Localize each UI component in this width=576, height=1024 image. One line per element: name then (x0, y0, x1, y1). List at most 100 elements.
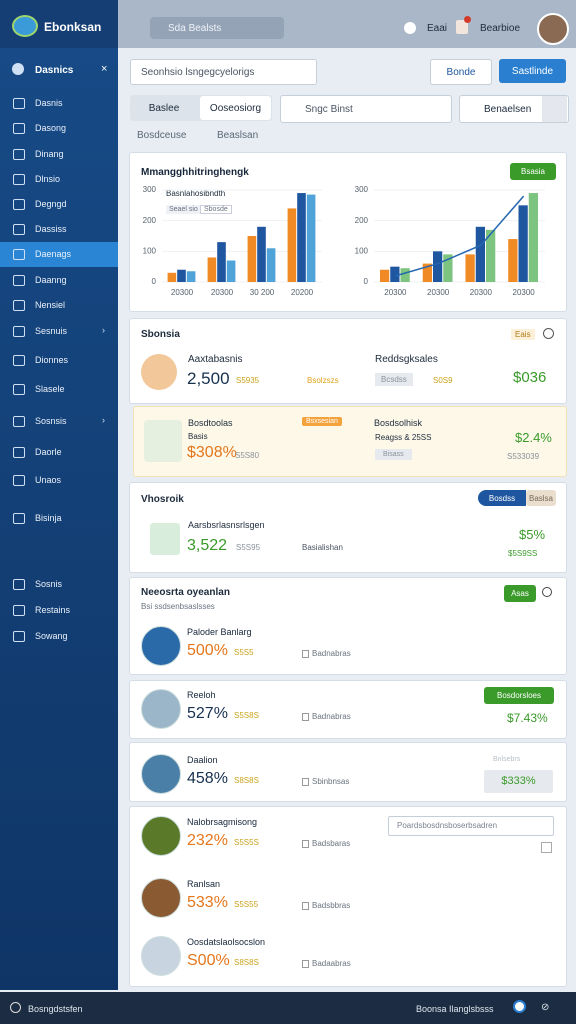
avatar[interactable] (537, 13, 569, 45)
bar (465, 254, 475, 282)
x-tick-label: 20300 (211, 288, 234, 297)
nav-item[interactable]: Sosnsis (35, 416, 67, 426)
nav-icon (13, 384, 25, 395)
segment[interactable]: Baslee (132, 97, 196, 119)
button[interactable]: Asas (504, 585, 536, 602)
person-value: 533% (187, 894, 228, 911)
nav-item[interactable]: Slasele (35, 384, 65, 394)
person-name: Nalobrsagmisong (187, 817, 258, 827)
checkbox[interactable] (541, 842, 552, 853)
y-tick-label: 100 (143, 246, 157, 255)
metric-label: Aaxtabasnis (188, 354, 243, 365)
button[interactable]: Sastlinde (499, 59, 566, 83)
nav-icon (13, 513, 25, 524)
segment[interactable]: Ooseosiorg (200, 96, 271, 120)
bar (207, 257, 217, 282)
chip: Seael sio (166, 205, 201, 214)
status: Eaai (427, 23, 448, 34)
bar (217, 242, 226, 282)
nav-icon (13, 355, 25, 366)
metric-sub: S533039 (507, 452, 540, 461)
badge-text: Bsasia (520, 167, 545, 176)
button-text: Asas (511, 589, 529, 598)
nav-icon (13, 326, 25, 337)
tag[interactable]: Baslsa (526, 490, 556, 506)
dropdown[interactable]: Seonhsio lsngegcyelorigs (130, 59, 317, 85)
user-name: Bearbioe (480, 23, 521, 34)
nav-item[interactable]: Nensiel (35, 300, 66, 310)
avatar (141, 754, 181, 794)
bar (518, 205, 528, 282)
filter-tag[interactable]: Bosdceuse (137, 130, 187, 141)
person-value: S00% (187, 952, 230, 969)
info-icon[interactable] (543, 328, 554, 339)
person-value: 527% (187, 705, 228, 722)
person-note: Badsbbras (312, 901, 351, 910)
nav-item[interactable]: Degngd (35, 199, 67, 209)
nav-item[interactable]: Dlnsio (35, 174, 61, 184)
dropdown[interactable]: Sngc Binst (280, 95, 452, 123)
nav-item[interactable]: Daanng (35, 275, 67, 285)
bar (297, 193, 306, 282)
person-value: 232% (187, 832, 228, 849)
nav-icon (13, 149, 25, 160)
footer-icon[interactable] (513, 1000, 526, 1013)
metric-value: $5% (519, 527, 546, 542)
button[interactable]: Bonde (430, 59, 492, 85)
metric-value: $308% (187, 444, 237, 461)
nav-item[interactable]: Daenags (35, 249, 72, 259)
person-name: Ranlsan (187, 879, 221, 889)
button[interactable]: Bosdorsloes (484, 687, 554, 704)
nav-item[interactable]: Sosnis (35, 579, 63, 589)
line (395, 195, 525, 277)
footer-icon[interactable]: ⊘ (541, 1002, 550, 1013)
avatar (141, 689, 181, 729)
tag-text: Baslsa (528, 493, 553, 503)
search-box[interactable] (150, 17, 284, 39)
badge[interactable]: Bsasia (510, 163, 556, 180)
nav-item[interactable]: Bisinja (35, 513, 62, 523)
tag-text: Bosdss (488, 493, 516, 503)
sidebar (0, 48, 118, 990)
nav-item[interactable]: Dasnis (35, 98, 63, 108)
checkbox-label[interactable]: Reagss & 25SS (375, 433, 432, 442)
search-icon[interactable] (542, 587, 552, 597)
footer-text: Boonsa Ilanglsbsss (416, 1004, 494, 1014)
bar (186, 271, 196, 282)
nav-item[interactable]: Sesnuis (35, 326, 68, 336)
person-note: Sbinbnsas (312, 777, 350, 786)
x-tick-label: 20300 (427, 288, 450, 297)
nav-icon (13, 416, 25, 427)
bar (177, 269, 186, 282)
person-note: Badnabras (312, 712, 351, 721)
close-icon[interactable]: × (101, 63, 108, 75)
metric-label: Reddsgksales (375, 354, 438, 365)
person-sub: S8S8S (234, 958, 259, 967)
avatar (141, 626, 181, 666)
bar (379, 269, 390, 282)
bar (167, 272, 177, 282)
nav-item[interactable]: Dinang (35, 149, 64, 159)
bar (226, 260, 236, 282)
bar (475, 226, 486, 282)
bar (287, 208, 297, 282)
nav-item[interactable]: Restains (35, 605, 71, 615)
amount: $333% (484, 770, 553, 793)
nav-item[interactable]: Daorle (35, 447, 62, 457)
filter-tag[interactable]: Beaslsan (217, 130, 259, 141)
nav-item[interactable]: Dasong (35, 123, 67, 133)
text-input[interactable]: Poardsbosdnsboserbsadren (388, 816, 554, 836)
bar (266, 248, 276, 282)
nav-icon (13, 98, 25, 109)
notification-icon[interactable] (456, 20, 468, 34)
person-sub: S5S8S (234, 711, 259, 720)
nav-item[interactable]: Sowang (35, 631, 68, 641)
nav-item[interactable]: Unaos (35, 475, 62, 485)
note-icon (302, 840, 309, 848)
person-name: Oosdatslaolsocslon (187, 937, 266, 947)
nav-item[interactable]: Dassiss (35, 224, 67, 234)
tag[interactable]: Bosdss (478, 490, 526, 506)
nav-item[interactable]: Dionnes (35, 355, 69, 365)
logo (12, 15, 38, 37)
